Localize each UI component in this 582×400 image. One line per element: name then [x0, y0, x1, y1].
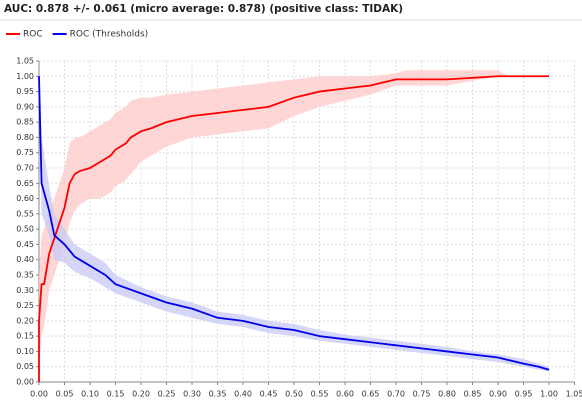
chart-title: AUC: 0.878 +/- 0.061 (micro average: 0.8… [4, 3, 403, 15]
y-tick-label: 0.00 [16, 378, 34, 387]
y-tick-label: 0.90 [16, 102, 34, 111]
y-tick-label: 0.25 [16, 301, 34, 310]
x-tick-label: 0.00 [30, 390, 48, 399]
x-tick-label: 0.60 [336, 390, 354, 399]
x-tick-label: 0.90 [489, 390, 507, 399]
legend-label: ROC (Thresholds) [70, 30, 149, 40]
x-tick-label: 0.65 [362, 390, 380, 399]
y-tick-label: 0.45 [16, 240, 34, 249]
x-tick-label: 0.40 [234, 390, 252, 399]
x-tick-label: 0.15 [107, 390, 125, 399]
legend-label: ROC [23, 30, 43, 40]
y-tick-label: 0.70 [16, 164, 34, 173]
y-tick-label: 0.10 [16, 347, 34, 356]
y-tick-label: 0.65 [16, 179, 34, 188]
x-tick-label: 1.00 [540, 390, 558, 399]
roc-line [38, 75, 549, 382]
y-tick-label: 0.30 [16, 286, 34, 295]
y-tick-label: 1.00 [16, 72, 34, 81]
y-tick-label: 0.60 [16, 194, 34, 203]
roc-line [38, 76, 550, 371]
x-tick-label: 1.05 [566, 390, 582, 399]
x-tick-label: 0.85 [464, 390, 482, 399]
y-tick-label: 1.05 [16, 57, 34, 66]
x-tick-label: 0.25 [158, 390, 176, 399]
y-tick-label: 0.50 [16, 225, 34, 234]
y-tick-label: 0.20 [16, 316, 34, 325]
x-tick-label: 0.75 [413, 390, 431, 399]
y-tick-label: 0.75 [16, 148, 34, 157]
x-tick-label: 0.35 [209, 390, 227, 399]
x-tick-label: 0.55 [311, 390, 329, 399]
y-tick-label: 0.40 [16, 255, 34, 264]
x-tick-label: 0.10 [81, 390, 99, 399]
y-tick-label: 0.05 [16, 362, 34, 371]
x-tick-label: 0.70 [387, 390, 405, 399]
confidence-band [39, 76, 549, 372]
y-tick-label: 0.15 [16, 332, 34, 341]
y-tick-label: 0.35 [16, 271, 34, 280]
x-tick-label: 0.45 [260, 390, 278, 399]
x-tick-label: 0.50 [285, 390, 303, 399]
x-tick-label: 0.80 [438, 390, 456, 399]
y-tick-label: 0.55 [16, 209, 34, 218]
x-tick-label: 0.30 [183, 390, 201, 399]
x-tick-label: 0.05 [56, 390, 74, 399]
x-tick-label: 0.20 [132, 390, 150, 399]
y-tick-label: 0.95 [16, 87, 34, 96]
x-tick-label: 0.95 [515, 390, 533, 399]
y-tick-label: 0.85 [16, 118, 34, 127]
y-tick-label: 0.80 [16, 133, 34, 142]
